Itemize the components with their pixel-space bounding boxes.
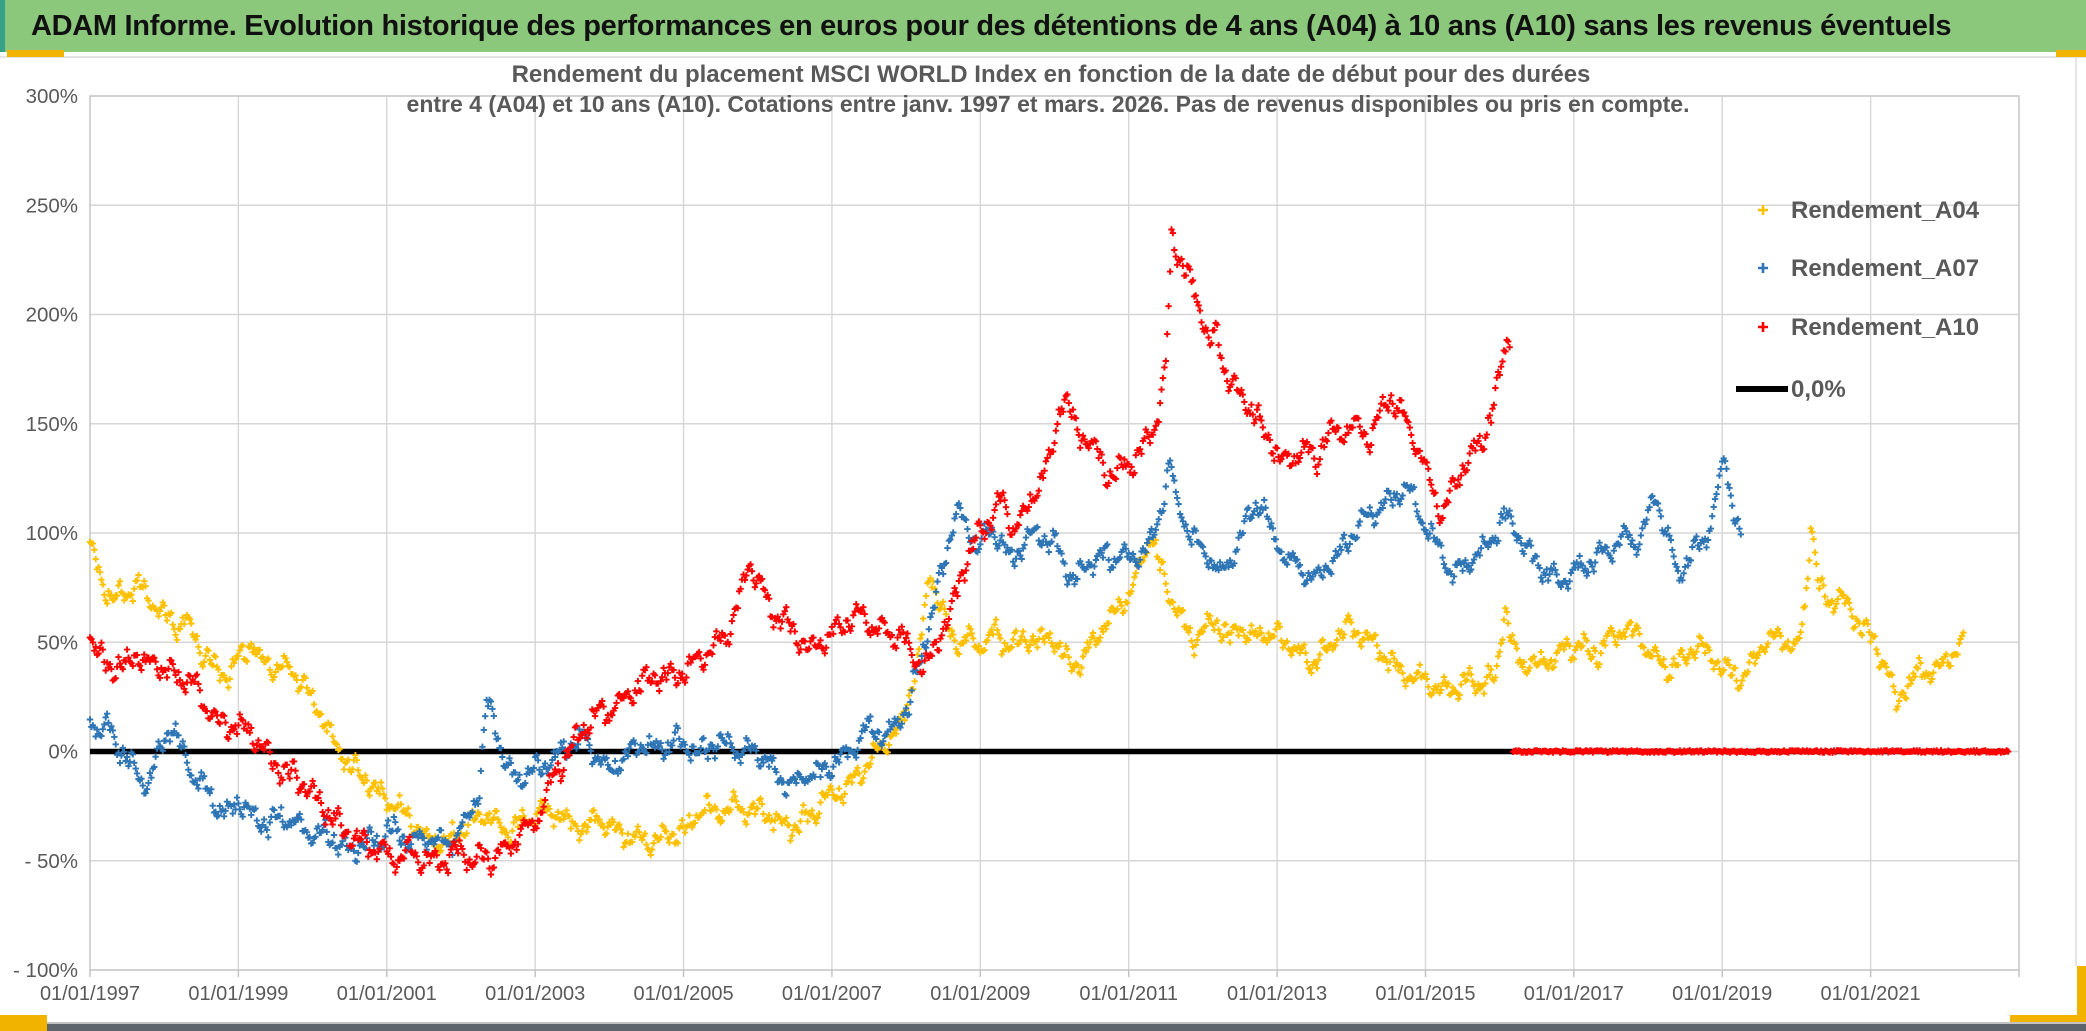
gold-accent-bottom-right: [2010, 1015, 2086, 1022]
window-bottom-strip: [47, 1024, 2086, 1031]
x-tick-label: 01/01/2013: [1227, 983, 1327, 1005]
chart-top-border: [0, 56, 2086, 58]
legend[interactable]: Rendement_A04 Rendement_A07 Rendement_A10 0…: [1736, 197, 1980, 403]
gold-accent-right-bar: [2077, 966, 2086, 1022]
legend-label: Rendement_A04: [1791, 197, 1980, 224]
legend-plus-marker-icon: [1758, 263, 1768, 273]
gold-accent-top-right: [2056, 50, 2086, 57]
plot-area[interactable]: [89, 95, 2020, 971]
sheet-header-bar: ADAM Informe. Evolution historique des p…: [0, 0, 2086, 52]
y-tick-label: 300%: [26, 85, 78, 108]
legend-item-0-0-[interactable]: 0,0%: [1736, 376, 1846, 403]
x-tick-label: 01/01/2007: [782, 983, 882, 1005]
sheet-bottom-border: [0, 1022, 2086, 1024]
legend-item-rendement-a04[interactable]: Rendement_A04: [1758, 197, 1980, 224]
y-tick-label: 50%: [37, 631, 78, 654]
x-tick-label: 01/01/2005: [633, 983, 733, 1005]
legend-label: Rendement_A10: [1791, 314, 1979, 341]
chart-title-line2: entre 4 (A04) et 10 ans (A10). Cotations…: [407, 91, 1690, 117]
x-tick-label: 01/01/2001: [337, 983, 437, 1005]
y-tick-label: 0%: [48, 741, 78, 764]
legend-plus-marker-icon: [1758, 322, 1768, 332]
x-tick-label: 01/01/2015: [1375, 983, 1475, 1005]
y-tick-label: - 50%: [24, 850, 78, 873]
x-tick-label: 01/01/2017: [1524, 983, 1624, 1005]
series-zero-tail: [1509, 747, 2012, 756]
legend-label: Rendement_A07: [1791, 255, 1979, 282]
legend-label: 0,0%: [1791, 376, 1846, 403]
y-tick-label: - 100%: [13, 959, 78, 982]
x-tick-label: 01/01/2019: [1672, 983, 1772, 1005]
y-tick-label: 250%: [26, 194, 78, 217]
page-title: ADAM Informe. Evolution historique des p…: [31, 9, 1952, 42]
series-rendement_a10: [86, 226, 2012, 878]
chart-title-line1: Rendement du placement MSCI WORLD Index …: [512, 61, 1591, 88]
chart-right-border: [2075, 58, 2077, 966]
x-tick-label: 01/01/2009: [930, 983, 1030, 1005]
x-tick-label: 01/01/2021: [1821, 983, 1921, 1005]
y-tick-label: 100%: [26, 522, 78, 545]
y-tick-label: 150%: [26, 413, 78, 436]
y-tick-label: 200%: [26, 304, 78, 327]
gold-accent-bottom-left: [0, 1015, 47, 1031]
legend-plus-marker-icon: [1758, 205, 1768, 215]
legend-item-rendement-a07[interactable]: Rendement_A07: [1758, 255, 1979, 282]
series-rendement_a04: [86, 525, 1967, 859]
series-layer: [86, 226, 2012, 878]
series-rendement_a07: [86, 455, 1744, 865]
x-tick-label: 01/01/2011: [1079, 983, 1178, 1005]
axes: 300%250%200%150%100%50%0%- 50%- 100%01/0…: [13, 85, 2020, 1005]
x-tick-label: 01/01/1999: [188, 983, 288, 1005]
gold-accent-top-left: [7, 50, 64, 57]
x-tick-label: 01/01/1997: [40, 983, 140, 1005]
legend-item-rendement-a10[interactable]: Rendement_A10: [1758, 314, 1979, 341]
x-tick-label: 01/01/2003: [485, 983, 585, 1005]
